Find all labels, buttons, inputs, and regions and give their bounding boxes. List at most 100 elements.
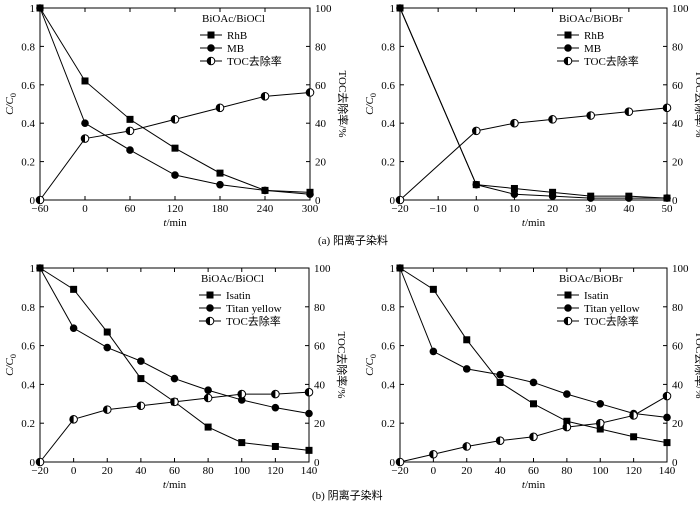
- data-point: [126, 115, 134, 123]
- data-point: [463, 336, 471, 344]
- data-point: [170, 115, 180, 124]
- legend-label: RhB: [227, 30, 247, 42]
- marker-half: [237, 390, 242, 398]
- x-tick-label: 20: [102, 465, 114, 477]
- marker-half: [206, 317, 210, 325]
- y-axis-label: C/C0: [4, 93, 18, 115]
- data-point: [596, 400, 605, 408]
- series-line: [39, 267, 310, 414]
- y2-tick-label: 0: [314, 457, 320, 469]
- legend-title: BiOAc/BiOCl: [202, 13, 265, 25]
- x-tick-label: 20: [547, 203, 559, 215]
- y2-tick-label: 80: [672, 41, 684, 53]
- y-tick-label: 0.4: [381, 118, 395, 130]
- series-titan-yellow: [396, 264, 671, 422]
- y-axis-label: C/C0: [364, 354, 378, 376]
- legend-title: BiOAc/BiOBr: [559, 13, 623, 25]
- marker-half: [596, 419, 601, 428]
- x-tick-label: 40: [495, 465, 507, 477]
- y2-tick-label: 40: [315, 118, 327, 130]
- series-line: [399, 7, 668, 199]
- data-point: [563, 417, 571, 425]
- data-point: [530, 400, 537, 408]
- series-line: [39, 7, 311, 195]
- data-point: [596, 425, 604, 433]
- y-tick-label: 1: [390, 263, 396, 275]
- marker-half: [396, 196, 400, 204]
- data-point: [35, 457, 45, 467]
- x-tick-label: 50: [662, 203, 674, 215]
- data-point: [81, 77, 89, 85]
- marker-half: [629, 411, 634, 420]
- x-tick-label: 120: [167, 203, 184, 215]
- x-tick-label: −60: [31, 203, 49, 215]
- y2-tick-label: 60: [314, 341, 326, 353]
- marker-half: [462, 442, 467, 451]
- data-point: [306, 190, 314, 199]
- series-toc: [35, 88, 315, 205]
- y-tick-label: 0.2: [21, 418, 35, 430]
- y-tick-label: 0.6: [381, 341, 395, 353]
- legend-label: MB: [584, 43, 601, 55]
- legend-marker: [564, 44, 572, 52]
- data-point: [396, 4, 404, 12]
- series-line: [399, 107, 668, 201]
- x-tick-label: 0: [431, 465, 437, 477]
- y2-tick-label: 100: [314, 263, 331, 275]
- marker-half: [216, 104, 220, 112]
- data-point: [586, 111, 596, 120]
- y2-tick-label: 0: [315, 195, 321, 207]
- x-tick-label: 60: [125, 203, 137, 215]
- data-point: [171, 144, 179, 152]
- y2-axis-label: TOC去除率/%: [336, 70, 350, 137]
- y-tick-label: 1: [30, 263, 36, 275]
- y2-tick-label: 40: [672, 118, 684, 130]
- data-point: [81, 119, 89, 127]
- y2-tick-label: 40: [314, 379, 326, 391]
- marker-half: [625, 107, 629, 116]
- y2-tick-label: 100: [672, 263, 689, 275]
- data-point: [170, 374, 179, 383]
- marker-half: [564, 317, 568, 325]
- marker-half: [429, 450, 434, 459]
- data-point: [663, 413, 671, 422]
- legend-label: RhB: [584, 30, 604, 42]
- marker-half: [69, 415, 74, 424]
- x-tick-label: 120: [625, 465, 642, 477]
- y2-tick-label: 20: [672, 157, 684, 169]
- y2-axis-label: TOC去除率/%: [693, 331, 700, 398]
- marker-half: [510, 119, 515, 127]
- series-line: [399, 267, 668, 418]
- marker-half: [271, 390, 276, 398]
- data-point: [271, 389, 280, 399]
- legend-marker: [206, 56, 216, 66]
- data-point: [663, 194, 671, 202]
- x-tick-label: 0: [82, 203, 88, 215]
- marker-half: [81, 134, 85, 143]
- data-point: [586, 194, 595, 202]
- y-tick-label: 0.4: [21, 118, 35, 130]
- marker-half: [663, 104, 667, 112]
- y-tick-label: 0.6: [21, 80, 35, 92]
- x-axis-label: t/min: [163, 479, 187, 491]
- series-isatin: [36, 264, 313, 454]
- data-point: [125, 126, 135, 136]
- data-point: [595, 418, 605, 428]
- y-tick-label: 0.8: [21, 302, 35, 314]
- data-point: [429, 347, 438, 356]
- series-rhb: [396, 4, 671, 202]
- y-tick-label: 0.4: [381, 379, 395, 391]
- x-tick-label: 100: [592, 465, 609, 477]
- data-point: [102, 405, 112, 414]
- marker-half: [548, 115, 553, 124]
- legend-marker: [564, 304, 572, 312]
- data-point: [80, 134, 90, 143]
- data-point: [629, 411, 638, 420]
- data-point: [103, 328, 111, 336]
- data-point: [510, 118, 519, 128]
- series-titan-yellow: [36, 264, 313, 418]
- data-point: [137, 375, 145, 383]
- x-tick-label: 0: [71, 465, 77, 477]
